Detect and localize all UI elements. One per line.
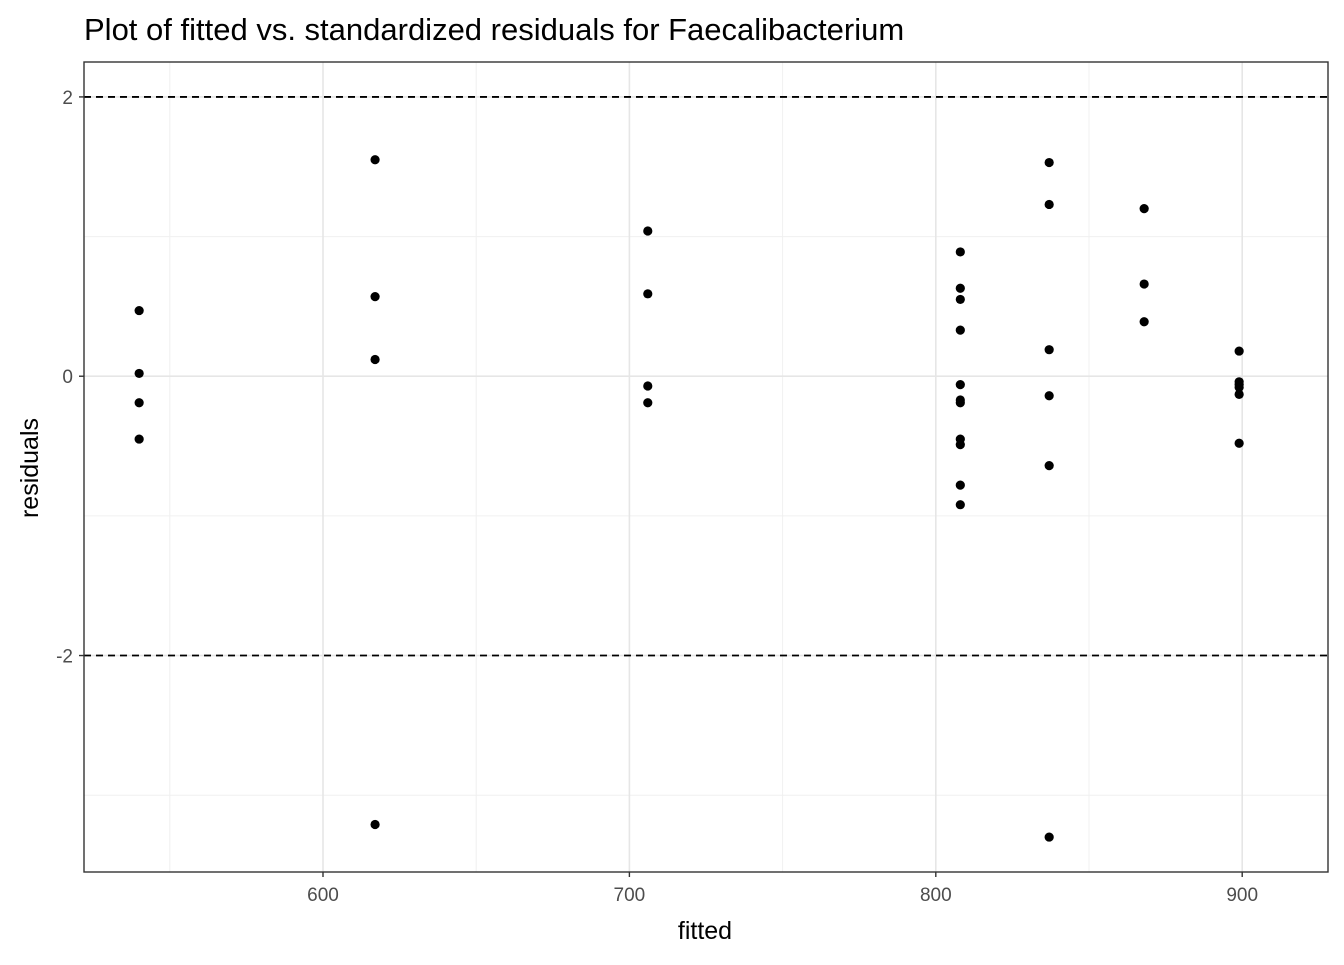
- x-axis-title: fitted: [678, 917, 732, 945]
- y-tick-label: -2: [56, 647, 73, 668]
- data-point: [1234, 382, 1244, 392]
- data-point: [134, 398, 144, 408]
- data-point: [134, 434, 144, 444]
- data-point: [1044, 391, 1054, 401]
- data-point: [1044, 345, 1054, 355]
- data-point: [1044, 832, 1054, 842]
- data-point: [955, 247, 965, 257]
- data-point: [955, 283, 965, 293]
- data-point: [1139, 204, 1149, 214]
- data-point: [643, 398, 653, 408]
- chart-title: Plot of fitted vs. standardized residual…: [84, 12, 904, 47]
- plot-background: [84, 62, 1328, 872]
- y-axis-title: residuals: [16, 418, 44, 518]
- x-tick-label: 900: [1226, 885, 1258, 906]
- data-point: [370, 819, 380, 830]
- data-point: [955, 325, 965, 335]
- data-point: [643, 226, 653, 236]
- data-point: [955, 294, 965, 305]
- x-tick-label: 800: [920, 885, 952, 906]
- data-point: [955, 480, 965, 490]
- data-point: [1044, 199, 1054, 210]
- data-point: [1139, 279, 1149, 289]
- data-point: [955, 440, 965, 450]
- data-point: [370, 292, 380, 302]
- data-point: [1044, 461, 1054, 471]
- data-point: [134, 305, 144, 316]
- plot-border: [83, 61, 1329, 873]
- data-point: [955, 500, 965, 510]
- y-tick-label: 2: [62, 88, 73, 109]
- data-point: [1234, 389, 1244, 399]
- x-tick-label: 600: [307, 885, 339, 906]
- data-point: [1234, 346, 1244, 356]
- data-point: [643, 289, 653, 299]
- x-tick-label: 700: [614, 885, 646, 906]
- data-point: [370, 354, 380, 365]
- data-point: [1044, 157, 1054, 168]
- plot-area: 600 700 800 900 -2 0 2: [56, 61, 1329, 906]
- data-point: [134, 368, 144, 379]
- data-point: [1234, 438, 1244, 448]
- data-point: [370, 155, 380, 165]
- y-tick-label: 0: [62, 367, 73, 388]
- data-point: [955, 380, 965, 390]
- data-point: [643, 381, 653, 391]
- data-point: [1139, 317, 1149, 327]
- data-point: [955, 398, 965, 408]
